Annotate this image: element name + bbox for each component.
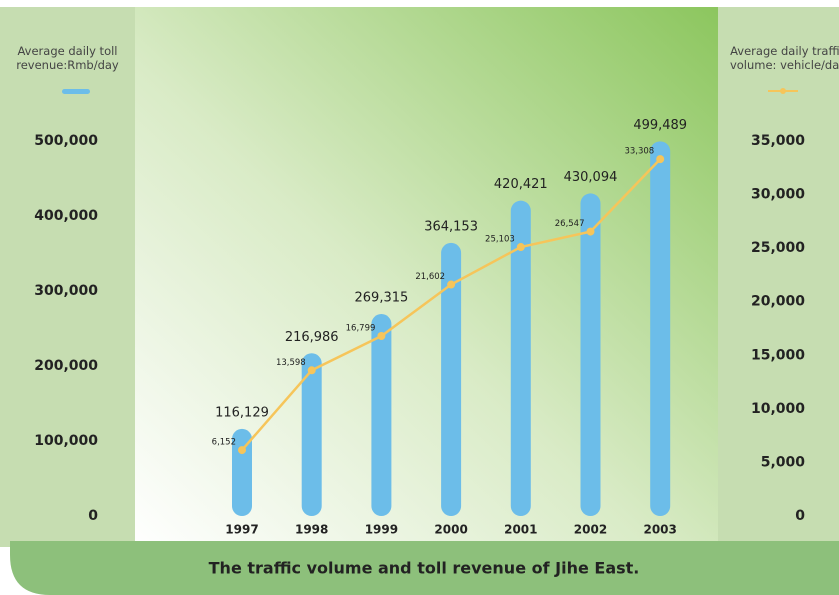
right-panel — [718, 7, 839, 547]
legend-right: Average daily traffic volume: vehicle/da… — [729, 44, 839, 72]
bar — [371, 314, 392, 516]
legend-swatch-bar — [62, 89, 90, 94]
line-value-label: 13,598 — [276, 358, 306, 368]
legend-left: Average daily toll revenue:Rmb/day — [16, 44, 119, 72]
y2ticks-label: 5,000 — [761, 454, 806, 470]
chart-title: The traffic volume and toll revenue of J… — [209, 559, 640, 578]
line-marker — [516, 243, 525, 252]
y2ticks-label: 25,000 — [751, 240, 805, 256]
y2ticks-label: 30,000 — [751, 187, 805, 203]
yticks-label: 0 — [88, 508, 98, 524]
yticks-label: 200,000 — [34, 358, 98, 374]
x-tick-label: 2000 — [434, 523, 467, 537]
legend-swatch-marker — [780, 88, 786, 94]
x-tick-label: 2002 — [574, 523, 607, 537]
x-tick-label: 1998 — [295, 523, 328, 537]
y2ticks-label: 20,000 — [751, 294, 805, 310]
bar-value-label: 499,489 — [633, 118, 687, 133]
bar-value-label: 430,094 — [564, 170, 618, 185]
y2ticks-label: 10,000 — [751, 401, 805, 417]
bar-value-label: 269,315 — [355, 291, 409, 306]
x-tick-label: 1999 — [365, 523, 398, 537]
x-tick-label: 2003 — [643, 523, 676, 537]
bar-value-label: 116,129 — [215, 405, 269, 420]
yticks-label: 400,000 — [34, 208, 98, 224]
yticks-label: 100,000 — [34, 433, 98, 449]
line-marker — [447, 280, 456, 289]
line-value-label: 33,308 — [624, 147, 654, 157]
line-marker — [238, 446, 246, 455]
bar-value-label: 216,986 — [285, 330, 339, 345]
bar — [232, 428, 252, 516]
y2ticks-label: 35,000 — [751, 133, 805, 149]
bar-value-label: 420,421 — [494, 177, 548, 192]
bar — [650, 141, 671, 517]
line-value-label: 21,602 — [415, 272, 445, 282]
bar — [510, 200, 531, 516]
line-value-label: 25,103 — [485, 235, 515, 245]
line-marker — [586, 227, 595, 236]
bar — [441, 242, 462, 516]
yticks-label: 500,000 — [34, 133, 98, 149]
y2ticks-label: 15,000 — [751, 347, 805, 363]
x-tick-label: 1997 — [225, 523, 258, 537]
title-band — [10, 541, 839, 595]
bar — [301, 353, 322, 516]
line-marker — [656, 155, 665, 164]
bar — [580, 193, 601, 516]
y2ticks-label: 0 — [795, 508, 805, 524]
bar-value-label: 364,153 — [424, 219, 478, 234]
line-marker — [377, 332, 386, 341]
x-tick-label: 2001 — [504, 523, 537, 537]
line-value-label: 6,152 — [212, 438, 236, 448]
line-value-label: 16,799 — [346, 324, 376, 334]
line-marker — [307, 366, 316, 375]
left-panel — [0, 7, 135, 547]
line-value-label: 26,547 — [555, 219, 585, 229]
yticks-label: 300,000 — [34, 283, 98, 299]
